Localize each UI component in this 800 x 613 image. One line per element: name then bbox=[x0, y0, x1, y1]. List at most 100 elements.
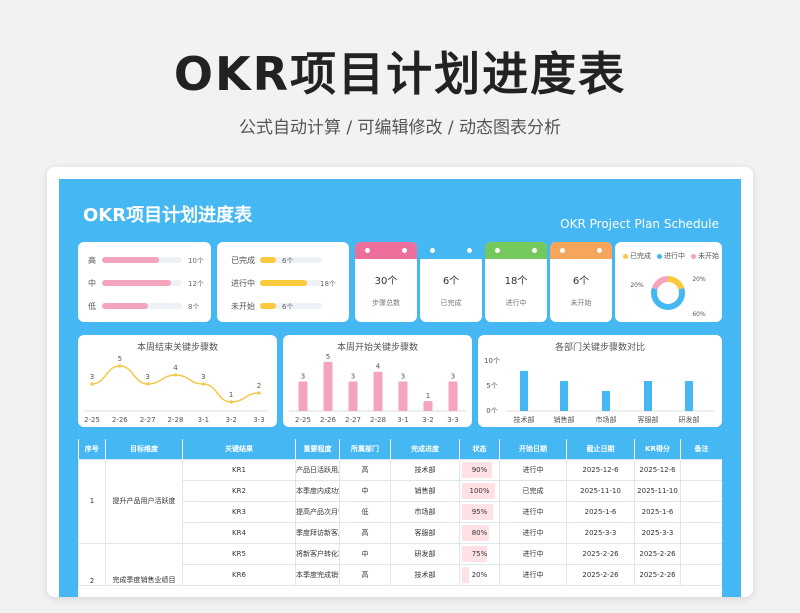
status-cell[interactable]: 已完成 bbox=[499, 479, 567, 502]
bar bbox=[520, 371, 528, 411]
score-cell[interactable] bbox=[680, 500, 722, 523]
line-point bbox=[257, 391, 261, 395]
status-label: 进行中 bbox=[231, 279, 255, 288]
line-point bbox=[173, 373, 178, 377]
objective-cell[interactable]: 提升产品用户活跃度 bbox=[105, 458, 183, 544]
legend-dot bbox=[691, 253, 696, 259]
end-date-cell[interactable]: 2025-11-10 bbox=[634, 479, 681, 502]
kr-cell[interactable]: KR6 bbox=[182, 563, 296, 586]
result-cell[interactable]: 将新客户转化率提升 bbox=[295, 542, 340, 565]
score-cell[interactable] bbox=[680, 458, 722, 481]
index-cell[interactable]: 2 bbox=[78, 542, 106, 586]
score-cell[interactable] bbox=[680, 542, 722, 565]
score-cell[interactable] bbox=[680, 563, 722, 586]
x-tick-label: 客服部 bbox=[638, 415, 659, 424]
x-tick-label: 2-26 bbox=[112, 416, 128, 424]
kr-cell[interactable]: KR2 bbox=[182, 479, 296, 502]
dept-cell[interactable]: 技术部 bbox=[390, 458, 460, 481]
status-cell[interactable]: 进行中 bbox=[499, 563, 567, 586]
dept-cell[interactable]: 市场部 bbox=[390, 500, 460, 523]
table-header-cell[interactable]: 备注 bbox=[680, 439, 722, 459]
stat-label: 未开始 bbox=[570, 299, 592, 307]
bar-chart-card: 本周开始关键步骤数 3 2-25 5 2-26 3 2-27 4 2-28 3 3-1 1 3-2 3 3… bbox=[283, 335, 472, 427]
kr-cell[interactable]: KR4 bbox=[182, 521, 296, 544]
importance-card: 高 10个 中 12个 低 8个 bbox=[78, 242, 211, 322]
progress-cell[interactable]: 90% bbox=[459, 458, 500, 481]
status-label: 未开始 bbox=[231, 302, 255, 311]
importance-cell[interactable]: 高 bbox=[339, 521, 391, 544]
table-header-cell[interactable]: 状态 bbox=[459, 439, 500, 459]
importance-cell[interactable]: 高 bbox=[339, 458, 391, 481]
start-date-cell[interactable]: 2025-2-26 bbox=[566, 542, 635, 565]
importance-cell[interactable]: 高 bbox=[339, 563, 391, 586]
data-label: 3 bbox=[401, 373, 405, 381]
status-cell[interactable]: 进行中 bbox=[499, 521, 567, 544]
dept-cell[interactable]: 客服部 bbox=[390, 521, 460, 544]
start-date-cell[interactable]: 2025-1-6 bbox=[566, 500, 635, 523]
dept-cell[interactable]: 研发部 bbox=[390, 542, 460, 565]
data-label: 3 bbox=[145, 373, 149, 381]
dept-cell[interactable]: 销售部 bbox=[390, 479, 460, 502]
start-date-cell[interactable]: 2025-2-26 bbox=[566, 563, 635, 586]
x-tick-label: 市场部 bbox=[596, 415, 617, 424]
progress-cell[interactable]: 20% bbox=[459, 563, 500, 586]
result-cell[interactable]: 本季度内成功策划活动 bbox=[295, 479, 340, 502]
progress-cell[interactable]: 95% bbox=[459, 500, 500, 523]
x-tick-label: 2-25 bbox=[295, 416, 311, 424]
table-row[interactable]: 1提升产品用户活跃度KR1产品日活跃用户数高技术部90%进行中2025-12-6… bbox=[78, 458, 722, 544]
status-bar bbox=[260, 303, 276, 309]
kr-cell[interactable]: KR3 bbox=[182, 500, 296, 523]
objective-cell[interactable]: 完成季度销售业绩目 bbox=[105, 542, 183, 586]
result-cell[interactable]: 本季度完成销售额 bbox=[295, 563, 340, 586]
data-label: 1 bbox=[426, 392, 430, 400]
status-card: 已完成 6个 进行中 18个 未开始 6个 bbox=[217, 242, 349, 322]
kr-cell[interactable]: KR1 bbox=[182, 458, 296, 481]
table-header-cell[interactable]: KR得分 bbox=[634, 439, 681, 459]
donut-label: 60% bbox=[692, 311, 706, 318]
table-row[interactable]: KR4季度拜访新客户 100 家高客服部80%进行中2025-3-32025-3… bbox=[79, 521, 722, 544]
bar bbox=[685, 381, 693, 411]
table-header-cell[interactable]: 重要程度 bbox=[295, 439, 340, 459]
result-cell[interactable]: 产品日活跃用户数 bbox=[295, 458, 340, 481]
progress-cell[interactable]: 75% bbox=[459, 542, 500, 565]
table-header-cell[interactable]: 开始日期 bbox=[499, 439, 567, 459]
status-cell[interactable]: 进行中 bbox=[499, 500, 567, 523]
start-date-cell[interactable]: 2025-12-6 bbox=[566, 458, 635, 481]
end-date-cell[interactable]: 2025-2-26 bbox=[634, 542, 681, 565]
table-header-cell[interactable]: 截止日期 bbox=[566, 439, 635, 459]
score-cell[interactable] bbox=[680, 479, 722, 502]
table-header-cell[interactable]: 序号 bbox=[78, 439, 106, 459]
importance-cell[interactable]: 中 bbox=[339, 542, 391, 565]
dept-cell[interactable]: 技术部 bbox=[390, 563, 460, 586]
table-header-cell[interactable]: 目标维度 bbox=[105, 439, 183, 459]
progress-cell[interactable]: 80% bbox=[459, 521, 500, 544]
line-point bbox=[146, 382, 150, 386]
result-cell[interactable]: 提高产品次月留存 bbox=[295, 500, 340, 523]
status-cell[interactable]: 进行中 bbox=[499, 458, 567, 481]
end-date-cell[interactable]: 2025-2-26 bbox=[634, 563, 681, 586]
importance-cell[interactable]: 低 bbox=[339, 500, 391, 523]
table-header-cell[interactable]: 所属部门 bbox=[339, 439, 391, 459]
kr-cell[interactable]: KR5 bbox=[182, 542, 296, 565]
start-date-cell[interactable]: 2025-3-3 bbox=[566, 521, 635, 544]
status-bar bbox=[260, 280, 307, 286]
score-cell[interactable] bbox=[680, 521, 722, 544]
status-cell[interactable]: 进行中 bbox=[499, 542, 567, 565]
data-label: 3 bbox=[301, 373, 305, 381]
index-cell[interactable]: 1 bbox=[78, 458, 106, 544]
table-header-cell[interactable]: 完成进度 bbox=[390, 439, 460, 459]
end-date-cell[interactable]: 2025-3-3 bbox=[634, 521, 681, 544]
end-date-cell[interactable]: 2025-1-6 bbox=[634, 500, 681, 523]
result-cell[interactable]: 季度拜访新客户 100 家 bbox=[295, 521, 340, 544]
bar bbox=[448, 381, 458, 411]
start-date-cell[interactable]: 2025-11-10 bbox=[566, 479, 635, 502]
end-date-cell[interactable]: 2025-12-6 bbox=[634, 458, 681, 481]
importance-cell[interactable]: 中 bbox=[339, 479, 391, 502]
table-row[interactable]: KR2本季度内成功策划活动中销售部100%已完成2025-11-102025-1… bbox=[79, 479, 722, 502]
table-row[interactable]: 2完成季度销售业绩目KR5将新客户转化率提升中研发部75%进行中2025-2-2… bbox=[78, 542, 722, 586]
x-tick-label: 3-2 bbox=[225, 416, 236, 424]
progress-cell[interactable]: 100% bbox=[459, 479, 500, 502]
table-header-cell[interactable]: 关键结果 bbox=[182, 439, 296, 459]
